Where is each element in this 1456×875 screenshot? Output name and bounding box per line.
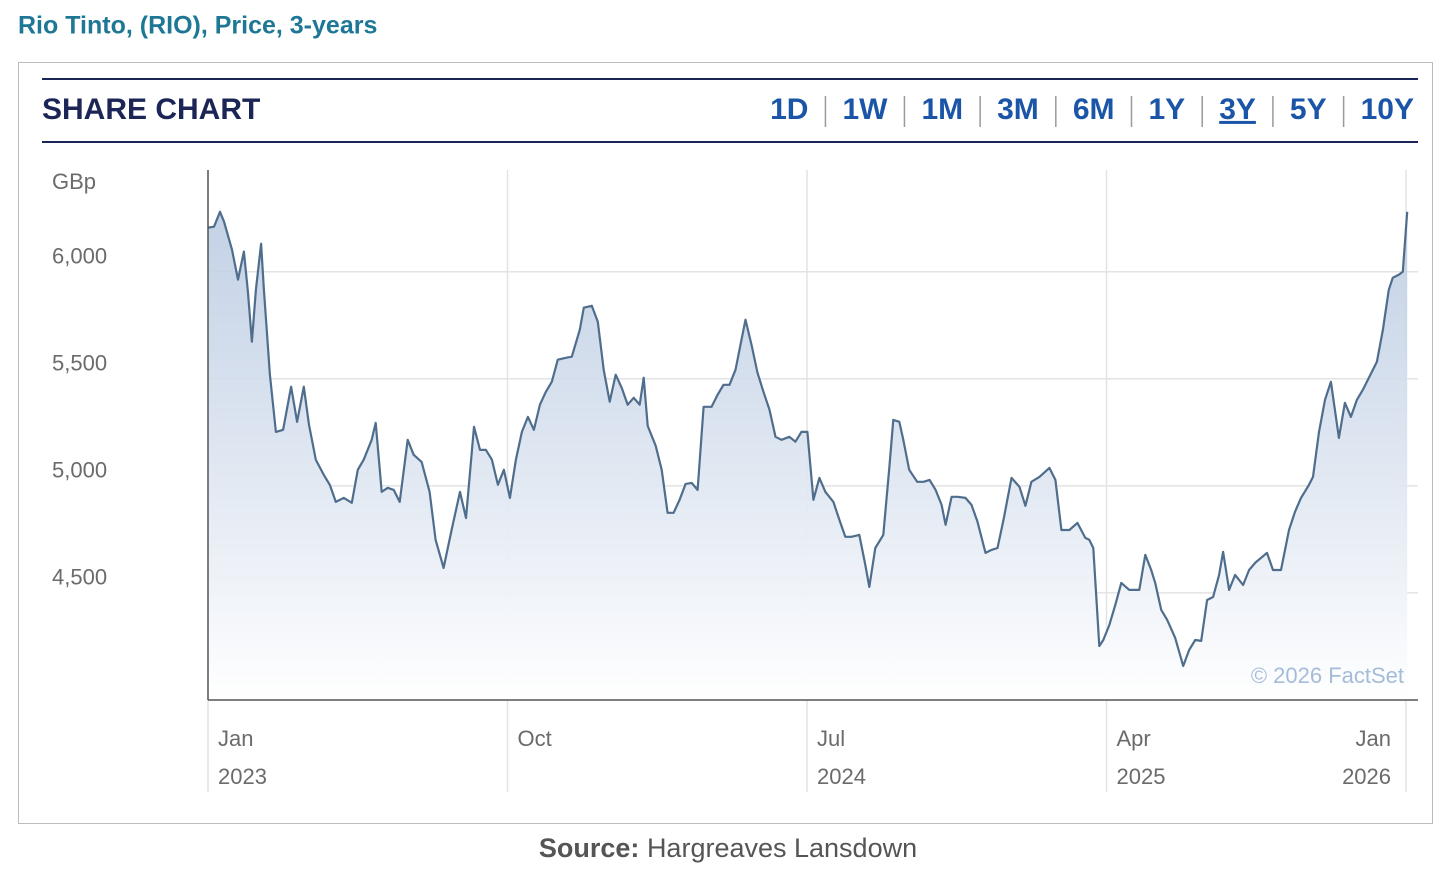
area-fill [208,211,1408,701]
range-button[interactable]: 10Y [1361,93,1414,126]
widget-title: SHARE CHART [42,93,260,126]
range-button[interactable]: 1Y [1149,93,1186,126]
x-tick-year: 2024 [817,764,866,789]
range-button[interactable]: 1D [770,93,808,126]
x-tick-label: Oct [518,726,552,751]
chart-credit: © 2026 FactSet [1251,663,1404,688]
y-tick-label: 5,000 [52,458,107,483]
x-tick-label: Jul [817,726,845,751]
source-text: Hargreaves Lansdown [647,833,917,863]
y-tick-label: 4,500 [52,565,107,590]
y-tick-label: 6,000 [52,244,107,269]
x-tick-year: 2026 [1342,764,1391,789]
x-tick-year: 2023 [218,764,267,789]
plot: GBp 4,500 5,000 5,500 6,000 Jan 2023 Oct Jul 2024… [52,169,1418,792]
x-tick-label: Jan [1356,726,1391,751]
range-button[interactable]: 3Y [1219,93,1256,126]
x-tick-label: Jan [218,726,253,751]
range-button[interactable]: 5Y [1290,93,1327,126]
range-button[interactable]: 1M [921,93,963,126]
x-tick-label: Apr [1117,726,1151,751]
source-line: Source: Hargreaves Lansdown [539,833,917,863]
range-button[interactable]: 6M [1073,93,1115,126]
page-title: Rio Tinto, (RIO), Price, 3-years [18,12,377,40]
source-label: Source: [539,833,640,863]
price-line [207,210,1409,668]
range-button[interactable]: 1W [842,93,888,126]
y-tick-label: 5,500 [52,351,107,376]
range-selector: 10Y 5Y 3Y 1Y 6M 3M 1M 1W 1D [770,93,1414,127]
y-axis-unit: GBp [52,169,96,194]
chart-frame [18,62,1433,824]
range-button[interactable]: 3M [997,93,1039,126]
x-tick-year: 2025 [1117,764,1166,789]
